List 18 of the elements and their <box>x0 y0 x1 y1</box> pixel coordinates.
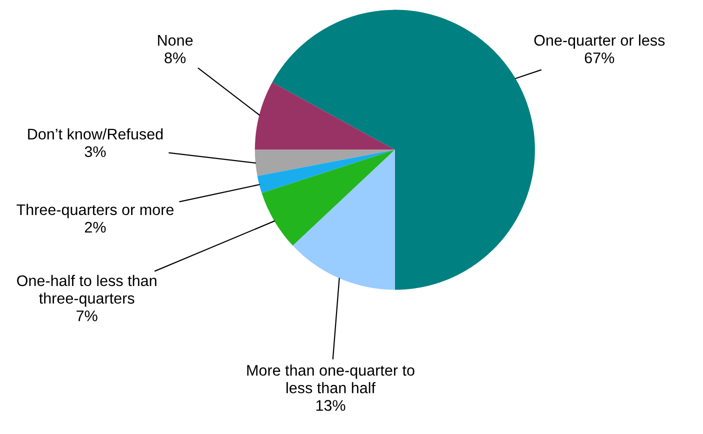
slice-label: Three-quarters or more <box>16 204 174 218</box>
data-label: 7% <box>76 310 98 322</box>
data-label: 67% <box>584 52 614 64</box>
slice-label: More than one-quarter to less than half <box>247 364 414 394</box>
data-label: 2% <box>84 222 106 233</box>
pie-slice <box>272 10 535 290</box>
slice-label: One-half to less than three-quarters <box>17 274 156 307</box>
data-label: 13% <box>316 400 346 411</box>
slice-label: One-quarter or less <box>534 34 665 49</box>
slice-label: None <box>158 35 193 46</box>
pie-slice <box>262 150 395 246</box>
pie-slice <box>257 150 395 194</box>
pie-slice <box>292 150 395 290</box>
pie-slice <box>254 150 395 176</box>
slice-label: Don’t know/Refused <box>28 128 163 140</box>
data-label: 3% <box>84 146 106 158</box>
data-label: 8% <box>164 52 186 64</box>
pie-slice <box>254 82 395 150</box>
